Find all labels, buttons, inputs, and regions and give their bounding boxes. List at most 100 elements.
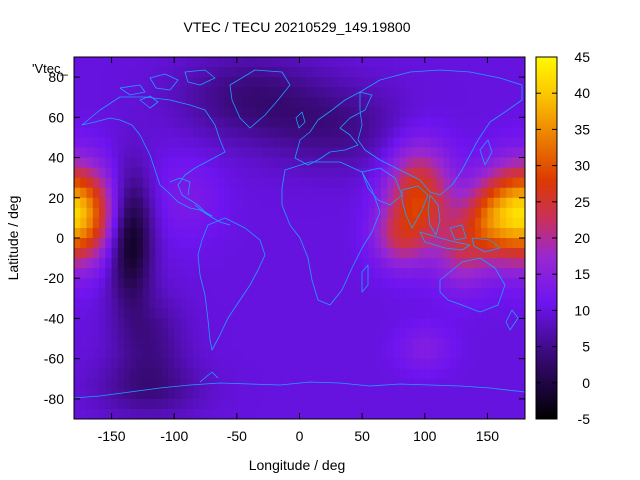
heatmap-cell [180, 197, 188, 209]
heatmap-cell [349, 318, 357, 330]
heatmap-cell [362, 107, 370, 118]
heatmap-cell [261, 127, 269, 139]
heatmap-cell [318, 77, 326, 88]
heatmap-cell [305, 318, 313, 330]
heatmap-cell [293, 207, 301, 219]
heatmap-cell [449, 268, 457, 279]
heatmap-cell [437, 97, 445, 108]
heatmap-cell [255, 107, 263, 118]
heatmap-cell [355, 77, 363, 88]
heatmap-cell [393, 238, 401, 249]
heatmap-cell [130, 157, 138, 169]
heatmap-cell [130, 388, 138, 400]
heatmap-cell [218, 97, 225, 108]
heatmap-cell [387, 268, 395, 279]
heatmap-cell [481, 67, 489, 78]
heatmap-cell [330, 298, 338, 309]
heatmap-cell [161, 207, 169, 219]
heatmap-cell [261, 268, 269, 279]
heatmap-cell [155, 408, 163, 419]
heatmap-cell [155, 67, 163, 78]
heatmap-cell [224, 328, 232, 340]
heatmap-cell [111, 57, 119, 68]
heatmap-cell [117, 348, 125, 360]
heatmap-cell [180, 278, 188, 289]
heatmap-cell [236, 328, 244, 340]
heatmap-cell [312, 388, 319, 400]
heatmap-cell [268, 298, 276, 309]
heatmap-cell [86, 147, 94, 159]
heatmap-cell [312, 227, 319, 239]
heatmap-cell [236, 378, 244, 390]
heatmap-cell [456, 177, 463, 189]
heatmap-cell [186, 318, 194, 330]
heatmap-cell [274, 117, 282, 128]
heatmap-cell [355, 348, 363, 360]
heatmap-cell [243, 318, 250, 330]
heatmap-cell [161, 388, 169, 400]
heatmap-cell [174, 358, 182, 370]
heatmap-cell [230, 187, 238, 199]
heatmap-cell [130, 167, 138, 179]
heatmap-cell [449, 348, 457, 360]
heatmap-cell [92, 227, 100, 239]
heatmap-cell [174, 398, 182, 410]
heatmap-cell [443, 308, 451, 320]
heatmap-cell [337, 238, 344, 249]
heatmap-cell [299, 107, 307, 118]
y-tick-label: 80 [48, 69, 64, 85]
heatmap-cell [180, 308, 188, 320]
heatmap-cell [86, 298, 94, 309]
heatmap-cell [280, 197, 288, 209]
heatmap-cell [218, 378, 225, 390]
heatmap-cell [174, 177, 182, 189]
heatmap-cell [462, 87, 470, 98]
heatmap-cell [124, 258, 131, 269]
heatmap-cell [224, 398, 232, 410]
heatmap-cell [399, 187, 407, 199]
heatmap-cell [368, 378, 376, 390]
heatmap-cell [268, 308, 276, 320]
heatmap-cell [86, 187, 94, 199]
heatmap-cell [268, 378, 276, 390]
heatmap-cell [299, 77, 307, 88]
heatmap-cell [418, 348, 426, 360]
heatmap-cell [337, 97, 344, 108]
heatmap-cell [230, 358, 238, 370]
heatmap-cell [230, 217, 238, 229]
heatmap-cell [456, 288, 463, 299]
heatmap-cell [512, 308, 520, 320]
heatmap-cell [280, 378, 288, 390]
heatmap-cell [167, 87, 175, 98]
heatmap-cell [117, 77, 125, 88]
heatmap-cell [462, 338, 470, 350]
heatmap-cell [255, 67, 263, 78]
heatmap-cell [86, 348, 94, 360]
heatmap-cell [249, 258, 257, 269]
heatmap-cell [349, 197, 357, 209]
heatmap-cell [293, 258, 301, 269]
heatmap-cell [337, 328, 344, 340]
heatmap-cell [330, 147, 338, 159]
colorbar-tick-label: 5 [582, 339, 590, 355]
heatmap-cell [380, 117, 388, 128]
heatmap-cell [286, 318, 294, 330]
heatmap-cell [456, 77, 463, 88]
heatmap-cell [174, 97, 182, 108]
heatmap-cell [92, 398, 100, 410]
heatmap-cell [493, 318, 501, 330]
heatmap-cell [99, 57, 106, 68]
heatmap-cell [518, 147, 525, 159]
heatmap-cell [305, 368, 313, 380]
heatmap-cell [255, 127, 263, 139]
heatmap-cell [437, 288, 445, 299]
heatmap-cell [374, 248, 382, 259]
heatmap-cell [218, 57, 225, 68]
heatmap-cell [299, 268, 307, 279]
heatmap-cell [518, 298, 525, 309]
heatmap-cell [405, 318, 413, 330]
heatmap-cell [105, 177, 113, 189]
heatmap-cell [324, 288, 332, 299]
heatmap-cell [130, 197, 138, 209]
heatmap-cell [506, 67, 514, 78]
